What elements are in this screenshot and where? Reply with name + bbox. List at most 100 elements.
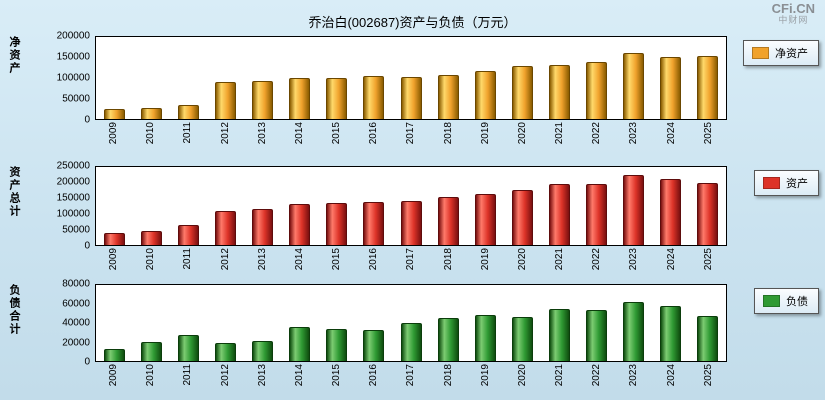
bar-2020 (511, 317, 533, 361)
bar-slot (281, 167, 318, 245)
x-tick-label: 2017 (405, 122, 417, 145)
x-label-slot: 2020 (504, 362, 541, 400)
bar-2024 (659, 179, 681, 245)
x-tick-label: 2014 (293, 364, 305, 387)
bar-2012 (215, 342, 237, 361)
x-tick-label: 2009 (108, 122, 120, 145)
bar-2017 (400, 323, 422, 361)
x-label-slot: 2022 (578, 362, 615, 400)
x-label-slot: 2012 (207, 246, 244, 284)
x-tick-label: 2021 (554, 248, 566, 271)
bar-2019 (474, 71, 496, 119)
y-axis-ticks: 0 50000 100000 150000 200000 (0, 31, 90, 126)
site-logo: CFi.CN 中财网 (771, 1, 815, 26)
x-tick-label: 2025 (702, 364, 714, 387)
x-label-slot: 2013 (244, 362, 281, 400)
x-tick-label: 2015 (331, 122, 343, 145)
bar-2021 (548, 308, 570, 361)
bar-slot (652, 167, 689, 245)
bar-2016 (363, 75, 385, 119)
legend-swatch (763, 177, 780, 189)
bar-2020 (511, 189, 533, 245)
bar-slot (615, 37, 652, 119)
x-tick-label: 2010 (145, 122, 157, 145)
y-tick-label: 200000 (56, 30, 90, 42)
x-axis-labels: 2009 2010 2011 2012 2013 2014 2015 2016 2017 2018… (95, 362, 727, 400)
bar-slot (244, 167, 281, 245)
bar-2014 (289, 78, 311, 119)
bar-2012 (215, 210, 237, 245)
x-label-slot: 2016 (355, 362, 392, 400)
y-tick-label: 0 (84, 356, 90, 368)
y-axis-title: 资产总计 (8, 166, 20, 218)
plot-area (95, 36, 727, 120)
bar-2023 (622, 53, 644, 119)
x-label-slot: 2024 (653, 120, 690, 158)
bar-slot (133, 37, 170, 119)
x-label-slot: 2025 (690, 362, 727, 400)
bar-2021 (548, 64, 570, 119)
legend-total-assets: 资产 (754, 170, 819, 196)
x-label-slot: 2025 (690, 120, 727, 158)
x-tick-label: 2022 (591, 122, 603, 145)
bar-2013 (252, 209, 274, 245)
bar-slot (430, 167, 467, 245)
bar-2010 (141, 107, 163, 119)
bar-slot (96, 285, 133, 361)
site-logo-text: CFi.CN (771, 1, 815, 16)
y-tick-label: 0 (84, 240, 90, 252)
bar-slot (281, 285, 318, 361)
bar-slot (96, 37, 133, 119)
legend-total-liabilities: 负债 (754, 288, 819, 314)
bar-2010 (141, 230, 163, 245)
bar-slot (504, 285, 541, 361)
bar-slot (244, 285, 281, 361)
x-tick-label: 2013 (256, 122, 268, 145)
x-tick-label: 2018 (442, 248, 454, 271)
bar-2018 (437, 75, 459, 119)
x-label-slot: 2016 (355, 246, 392, 284)
x-label-slot: 2025 (690, 246, 727, 284)
y-tick-label: 100000 (56, 72, 90, 84)
x-tick-label: 2009 (108, 248, 120, 271)
bar-2011 (178, 335, 200, 361)
total-liabilities-chart: 负债合计 0 20000 40000 60000 80000 2009 2010 2011 2… (0, 279, 825, 400)
y-axis-title: 负债合计 (8, 284, 20, 336)
x-label-slot: 2023 (615, 246, 652, 284)
bar-2014 (289, 326, 311, 361)
x-label-slot: 2009 (95, 246, 132, 284)
x-label-slot: 2023 (615, 120, 652, 158)
x-label-slot: 2011 (169, 362, 206, 400)
x-tick-label: 2024 (665, 122, 677, 145)
bar-slot (318, 37, 355, 119)
x-tick-label: 2021 (554, 364, 566, 387)
legend-swatch (752, 47, 769, 59)
x-tick-label: 2011 (182, 122, 194, 144)
bar-slot (281, 37, 318, 119)
bar-slot (318, 285, 355, 361)
bar-2018 (437, 318, 459, 361)
x-tick-label: 2010 (145, 248, 157, 271)
bar-2017 (400, 77, 422, 119)
bar-slot (467, 37, 504, 119)
bar-slot (244, 37, 281, 119)
bar-slot (504, 167, 541, 245)
bar-slot (578, 285, 615, 361)
bar-slot (170, 37, 207, 119)
x-label-slot: 2016 (355, 120, 392, 158)
bar-2009 (104, 233, 126, 245)
x-tick-label: 2025 (702, 122, 714, 145)
page-title: 乔治白(002687)资产与负债（万元） (308, 15, 517, 30)
bar-slot (355, 167, 392, 245)
x-tick-label: 2016 (368, 364, 380, 387)
x-label-slot: 2014 (281, 120, 318, 158)
x-label-slot: 2023 (615, 362, 652, 400)
y-tick-label: 50000 (62, 93, 90, 105)
bar-2013 (252, 341, 274, 361)
x-tick-label: 2018 (442, 122, 454, 145)
bar-slot (541, 167, 578, 245)
x-tick-label: 2019 (479, 122, 491, 145)
bar-2022 (585, 183, 607, 245)
x-label-slot: 2010 (132, 362, 169, 400)
